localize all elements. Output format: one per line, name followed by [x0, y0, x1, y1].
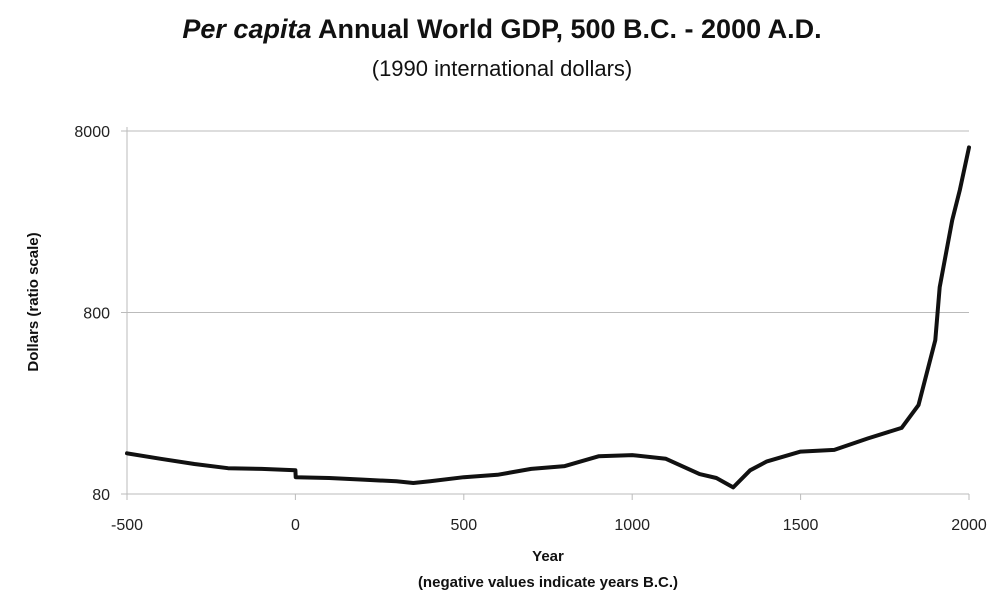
x-axis-label: Year — [532, 548, 564, 565]
x-tick-label: 1000 — [614, 517, 650, 534]
chart-title: Per capita Annual World GDP, 500 B.C. - … — [0, 14, 1004, 45]
y-axis-label: Dollars (ratio scale) — [25, 232, 42, 371]
x-tick-label: 500 — [450, 517, 477, 534]
y-tick-label: 80 — [92, 487, 110, 504]
x-tick-label: -500 — [111, 517, 143, 534]
x-tick-label: 1500 — [783, 517, 819, 534]
chart-subtitle: (1990 international dollars) — [371, 56, 633, 81]
y-tick-label: 8000 — [74, 124, 110, 141]
x-axis-note: (negative values indicate years B.C.) — [418, 574, 678, 591]
x-tick-label: 0 — [291, 517, 300, 534]
title-italic: Per capita — [182, 14, 312, 44]
title-rest: Annual World GDP, 500 B.C. - 2000 A.D. — [317, 14, 822, 44]
x-tick-label: 2000 — [951, 517, 987, 534]
series-line — [125, 145, 971, 490]
y-tick-label: 800 — [83, 306, 110, 323]
